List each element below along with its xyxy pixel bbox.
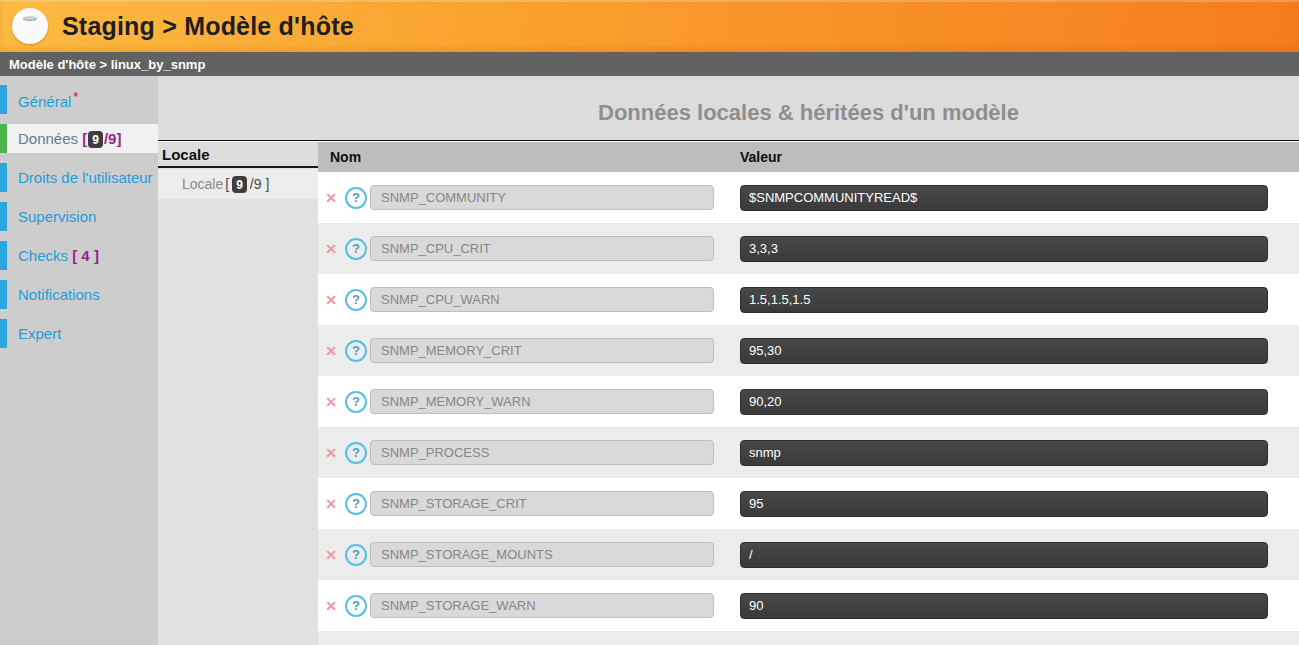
sidebar-item-label: Checks <box>18 247 68 264</box>
item-accent-bar <box>0 202 7 231</box>
help-icon[interactable]: ? <box>345 442 367 464</box>
count-badge: 9 <box>232 176 247 193</box>
sidebar-item-label: Données <box>18 130 78 147</box>
variables-list: ✕ ? ✕ ? ✕ ? ✕ ? <box>318 172 1299 631</box>
table-header: Nom Valeur <box>318 142 1299 172</box>
variable-name-input[interactable] <box>370 236 714 261</box>
count-badge: 9 <box>88 131 103 148</box>
delete-variable-icon[interactable]: ✕ <box>322 190 340 206</box>
sidebar-item-label: Droits de l'utilisateur <box>18 169 153 186</box>
locale-column: Locale Locale [ 9 /9 ] <box>158 142 318 645</box>
sidebar: Général* Données [9/9] Droits de l'utili… <box>0 76 158 645</box>
count-text: [ 4 ] <box>72 247 99 264</box>
section-title: Données locales & héritées d'un modèle <box>318 100 1299 126</box>
delete-variable-icon[interactable]: ✕ <box>322 394 340 410</box>
section-title-band: Données locales & héritées d'un modèle <box>158 76 1299 141</box>
variable-name-input[interactable] <box>370 491 714 516</box>
sidebar-item-droits[interactable]: Droits de l'utilisateur <box>0 163 158 192</box>
item-accent-bar <box>0 280 7 309</box>
variable-name-input[interactable] <box>370 185 714 210</box>
sidebar-item-label: Général <box>18 93 71 110</box>
page-title: Staging > Modèle d'hôte <box>62 12 354 41</box>
item-accent-bar <box>0 163 7 192</box>
sidebar-item-label: Supervision <box>18 208 96 225</box>
delete-variable-icon[interactable]: ✕ <box>322 241 340 257</box>
variable-value-input[interactable] <box>740 593 1268 619</box>
item-accent-bar <box>0 85 7 114</box>
database-cylinder-icon <box>23 18 37 34</box>
help-icon[interactable]: ? <box>345 391 367 413</box>
sidebar-item-general[interactable]: Général* <box>0 85 158 114</box>
sidebar-item-notifications[interactable]: Notifications <box>0 280 158 309</box>
count-bracket: ] <box>266 176 270 192</box>
variable-value-input[interactable] <box>740 287 1268 313</box>
count-total: /9 <box>250 176 262 192</box>
database-icon <box>12 8 48 44</box>
sidebar-item-label: Expert <box>18 325 61 342</box>
sidebar-item-supervision[interactable]: Supervision <box>0 202 158 231</box>
column-header-valeur: Valeur <box>740 142 782 172</box>
variable-row: ✕ ? <box>318 478 1299 529</box>
column-header-nom: Nom <box>330 142 361 172</box>
delete-variable-icon[interactable]: ✕ <box>322 547 340 563</box>
help-icon[interactable]: ? <box>345 595 367 617</box>
count-bracket: [ <box>225 176 229 192</box>
footer-strip <box>318 631 1299 645</box>
sidebar-item-checks[interactable]: Checks [ 4 ] <box>0 241 158 270</box>
help-icon[interactable]: ? <box>345 187 367 209</box>
variable-row: ✕ ? <box>318 427 1299 478</box>
help-icon[interactable]: ? <box>345 544 367 566</box>
variable-row: ✕ ? <box>318 376 1299 427</box>
variable-name-input[interactable] <box>370 440 714 465</box>
variable-row: ✕ ? <box>318 325 1299 376</box>
variable-row: ✕ ? <box>318 529 1299 580</box>
variable-value-input[interactable] <box>740 440 1268 466</box>
count-total: /9 <box>104 130 117 147</box>
variable-row: ✕ ? <box>318 580 1299 631</box>
help-icon[interactable]: ? <box>345 238 367 260</box>
count-bracket: ] <box>116 130 121 147</box>
locale-column-header: Locale <box>158 142 318 168</box>
variable-row: ✕ ? <box>318 274 1299 325</box>
help-icon[interactable]: ? <box>345 493 367 515</box>
app-header: Staging > Modèle d'hôte <box>0 0 1299 52</box>
variable-value-input[interactable] <box>740 389 1268 415</box>
help-icon[interactable]: ? <box>345 340 367 362</box>
variable-name-input[interactable] <box>370 287 714 312</box>
sidebar-item-expert[interactable]: Expert <box>0 319 158 348</box>
app-window: Staging > Modèle d'hôte Modèle d'hôte > … <box>0 0 1299 645</box>
delete-variable-icon[interactable]: ✕ <box>322 496 340 512</box>
delete-variable-icon[interactable]: ✕ <box>322 445 340 461</box>
item-accent-bar <box>0 319 7 348</box>
delete-variable-icon[interactable]: ✕ <box>322 598 340 614</box>
breadcrumb: Modèle d'hôte > linux_by_snmp <box>0 52 1299 76</box>
breadcrumb-text: Modèle d'hôte > linux_by_snmp <box>9 57 205 72</box>
item-accent-bar <box>0 241 7 270</box>
count-bracket: [ <box>82 130 87 147</box>
variable-value-input[interactable] <box>740 236 1268 262</box>
delete-variable-icon[interactable]: ✕ <box>322 292 340 308</box>
sidebar-item-donnees[interactable]: Données [9/9] <box>0 124 158 153</box>
sidebar-item-label: Notifications <box>18 286 100 303</box>
variable-row: ✕ ? <box>318 172 1299 223</box>
variable-value-input[interactable] <box>740 338 1268 364</box>
delete-variable-icon[interactable]: ✕ <box>322 343 340 359</box>
help-icon[interactable]: ? <box>345 289 367 311</box>
required-marker: * <box>73 90 78 104</box>
variable-name-input[interactable] <box>370 389 714 414</box>
variable-value-input[interactable] <box>740 491 1268 517</box>
variable-value-input[interactable] <box>740 185 1268 211</box>
locale-tab-selected[interactable]: Locale [ 9 /9 ] <box>158 169 318 199</box>
variable-name-input[interactable] <box>370 338 714 363</box>
variable-name-input[interactable] <box>370 593 714 618</box>
variable-name-input[interactable] <box>370 542 714 567</box>
variable-row: ✕ ? <box>318 223 1299 274</box>
variable-value-input[interactable] <box>740 542 1268 568</box>
item-accent-bar <box>0 124 7 153</box>
locale-tab-label: Locale <box>182 176 223 192</box>
